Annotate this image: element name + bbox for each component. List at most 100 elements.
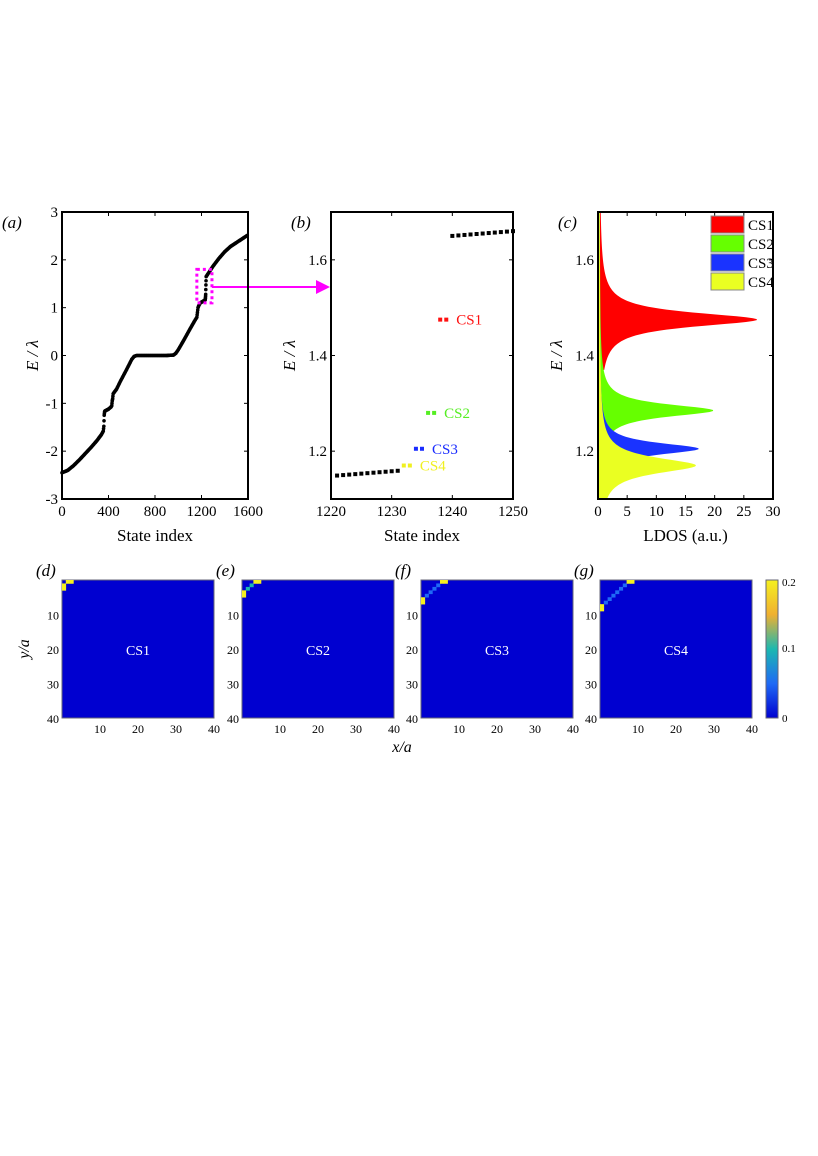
data-point xyxy=(204,278,208,283)
y-tick-label: -2 xyxy=(46,444,59,460)
y-axis-label: E / λ xyxy=(280,340,299,372)
x-tick-label: 800 xyxy=(144,504,167,520)
legend-swatch xyxy=(710,215,745,234)
legend-swatch xyxy=(710,253,745,272)
panel-label: (c) xyxy=(558,213,577,232)
y-tick-label: 30 xyxy=(47,678,59,692)
y-tick-label: 40 xyxy=(47,712,59,726)
x-axis-label: State index xyxy=(384,526,461,545)
heatmap-title: CS1 xyxy=(126,644,150,659)
y-tick-label: 1.2 xyxy=(308,444,327,460)
y-tick-label: -1 xyxy=(46,396,59,412)
x-tick-label: 10 xyxy=(649,504,664,520)
x-tick-label: 0 xyxy=(58,504,66,520)
panel-label: (g) xyxy=(574,561,594,580)
heatmap-cell xyxy=(600,604,605,608)
heatmap-cell xyxy=(421,600,426,605)
y-axis-label: E / λ xyxy=(547,340,566,372)
panel-label: (b) xyxy=(291,213,311,232)
y-tick-label: 20 xyxy=(406,643,418,657)
heatmap-cell xyxy=(607,597,612,601)
heatmap-cell xyxy=(443,580,448,584)
y-axis-label: y/a xyxy=(16,639,33,661)
data-point xyxy=(456,233,461,238)
y-tick-label: 10 xyxy=(47,609,59,623)
heatmap-title: CS4 xyxy=(664,644,688,659)
data-point xyxy=(395,468,400,473)
x-tick-label: 20 xyxy=(312,722,324,736)
data-point xyxy=(383,469,388,474)
heatmap-cell xyxy=(65,580,70,584)
colorbar-tick-label: 0 xyxy=(782,713,788,725)
data-point xyxy=(480,231,485,236)
y-tick-label: -3 xyxy=(46,492,59,508)
x-tick-label: 30 xyxy=(766,504,781,520)
data-point xyxy=(377,470,382,475)
y-tick-label: 0 xyxy=(51,349,59,365)
heatmap-cell xyxy=(432,586,437,591)
y-axis-label: E / λ xyxy=(23,340,42,372)
y-tick-label: 1.4 xyxy=(575,349,594,365)
heatmap-background xyxy=(599,579,753,719)
heatmap-cell xyxy=(257,580,262,584)
panel-label: (f) xyxy=(395,561,411,580)
colorbar-tick-label: 0.2 xyxy=(782,577,796,589)
plot-frame xyxy=(61,211,249,500)
data-point xyxy=(468,232,473,237)
data-point xyxy=(203,292,208,297)
x-axis-label: LDOS (a.u.) xyxy=(643,526,728,545)
y-tick-label: 20 xyxy=(227,643,239,657)
heatmap-cell xyxy=(62,586,67,591)
y-tick-label: 1.6 xyxy=(308,253,327,269)
heatmap-cell xyxy=(424,593,429,598)
series-label: CS4 xyxy=(420,459,446,475)
panel-label: (e) xyxy=(216,561,235,580)
data-point xyxy=(371,470,376,475)
x-tick-label: 1250 xyxy=(498,504,528,520)
x-tick-label: 1220 xyxy=(316,504,346,520)
plot-frame xyxy=(597,211,774,500)
x-tick-label: 30 xyxy=(708,722,720,736)
x-tick-label: 1600 xyxy=(233,504,263,520)
heatmap-cell xyxy=(440,580,445,584)
x-tick-label: 20 xyxy=(670,722,682,736)
data-point xyxy=(204,287,208,292)
data-point xyxy=(401,463,406,468)
data-point xyxy=(420,446,424,451)
y-tick-label: 2 xyxy=(51,253,59,269)
x-tick-label: 30 xyxy=(350,722,362,736)
heatmap-cell xyxy=(253,580,258,584)
data-point xyxy=(498,230,503,235)
heatmap-cell xyxy=(626,580,631,584)
x-tick-label: 0 xyxy=(594,504,602,520)
heatmap-cell xyxy=(630,580,635,584)
data-point xyxy=(426,410,431,415)
legend-swatch xyxy=(710,234,745,253)
x-tick-label: 40 xyxy=(746,722,758,736)
data-point xyxy=(407,463,412,468)
heatmap-cell xyxy=(421,597,426,601)
y-tick-label: 10 xyxy=(227,609,239,623)
heatmap-cell xyxy=(619,586,624,591)
x-tick-label: 40 xyxy=(388,722,400,736)
data-point xyxy=(432,410,437,415)
x-tick-label: 20 xyxy=(132,722,144,736)
y-tick-label: 1 xyxy=(51,301,59,317)
zoom-arrow-head xyxy=(316,280,330,294)
y-tick-label: 20 xyxy=(585,643,597,657)
data-point xyxy=(413,446,418,451)
y-tick-label: 40 xyxy=(585,712,597,726)
x-tick-label: 400 xyxy=(97,504,120,520)
data-point xyxy=(492,230,497,235)
x-tick-label: 30 xyxy=(529,722,541,736)
x-axis-label: x/a xyxy=(391,739,412,756)
heatmap-cell xyxy=(611,593,616,598)
y-tick-label: 30 xyxy=(227,678,239,692)
y-tick-label: 30 xyxy=(406,678,418,692)
data-point xyxy=(444,317,449,322)
x-tick-label: 10 xyxy=(94,722,106,736)
y-tick-label: 1.6 xyxy=(575,253,594,269)
y-tick-label: 3 xyxy=(51,205,59,221)
x-tick-label: 30 xyxy=(170,722,182,736)
